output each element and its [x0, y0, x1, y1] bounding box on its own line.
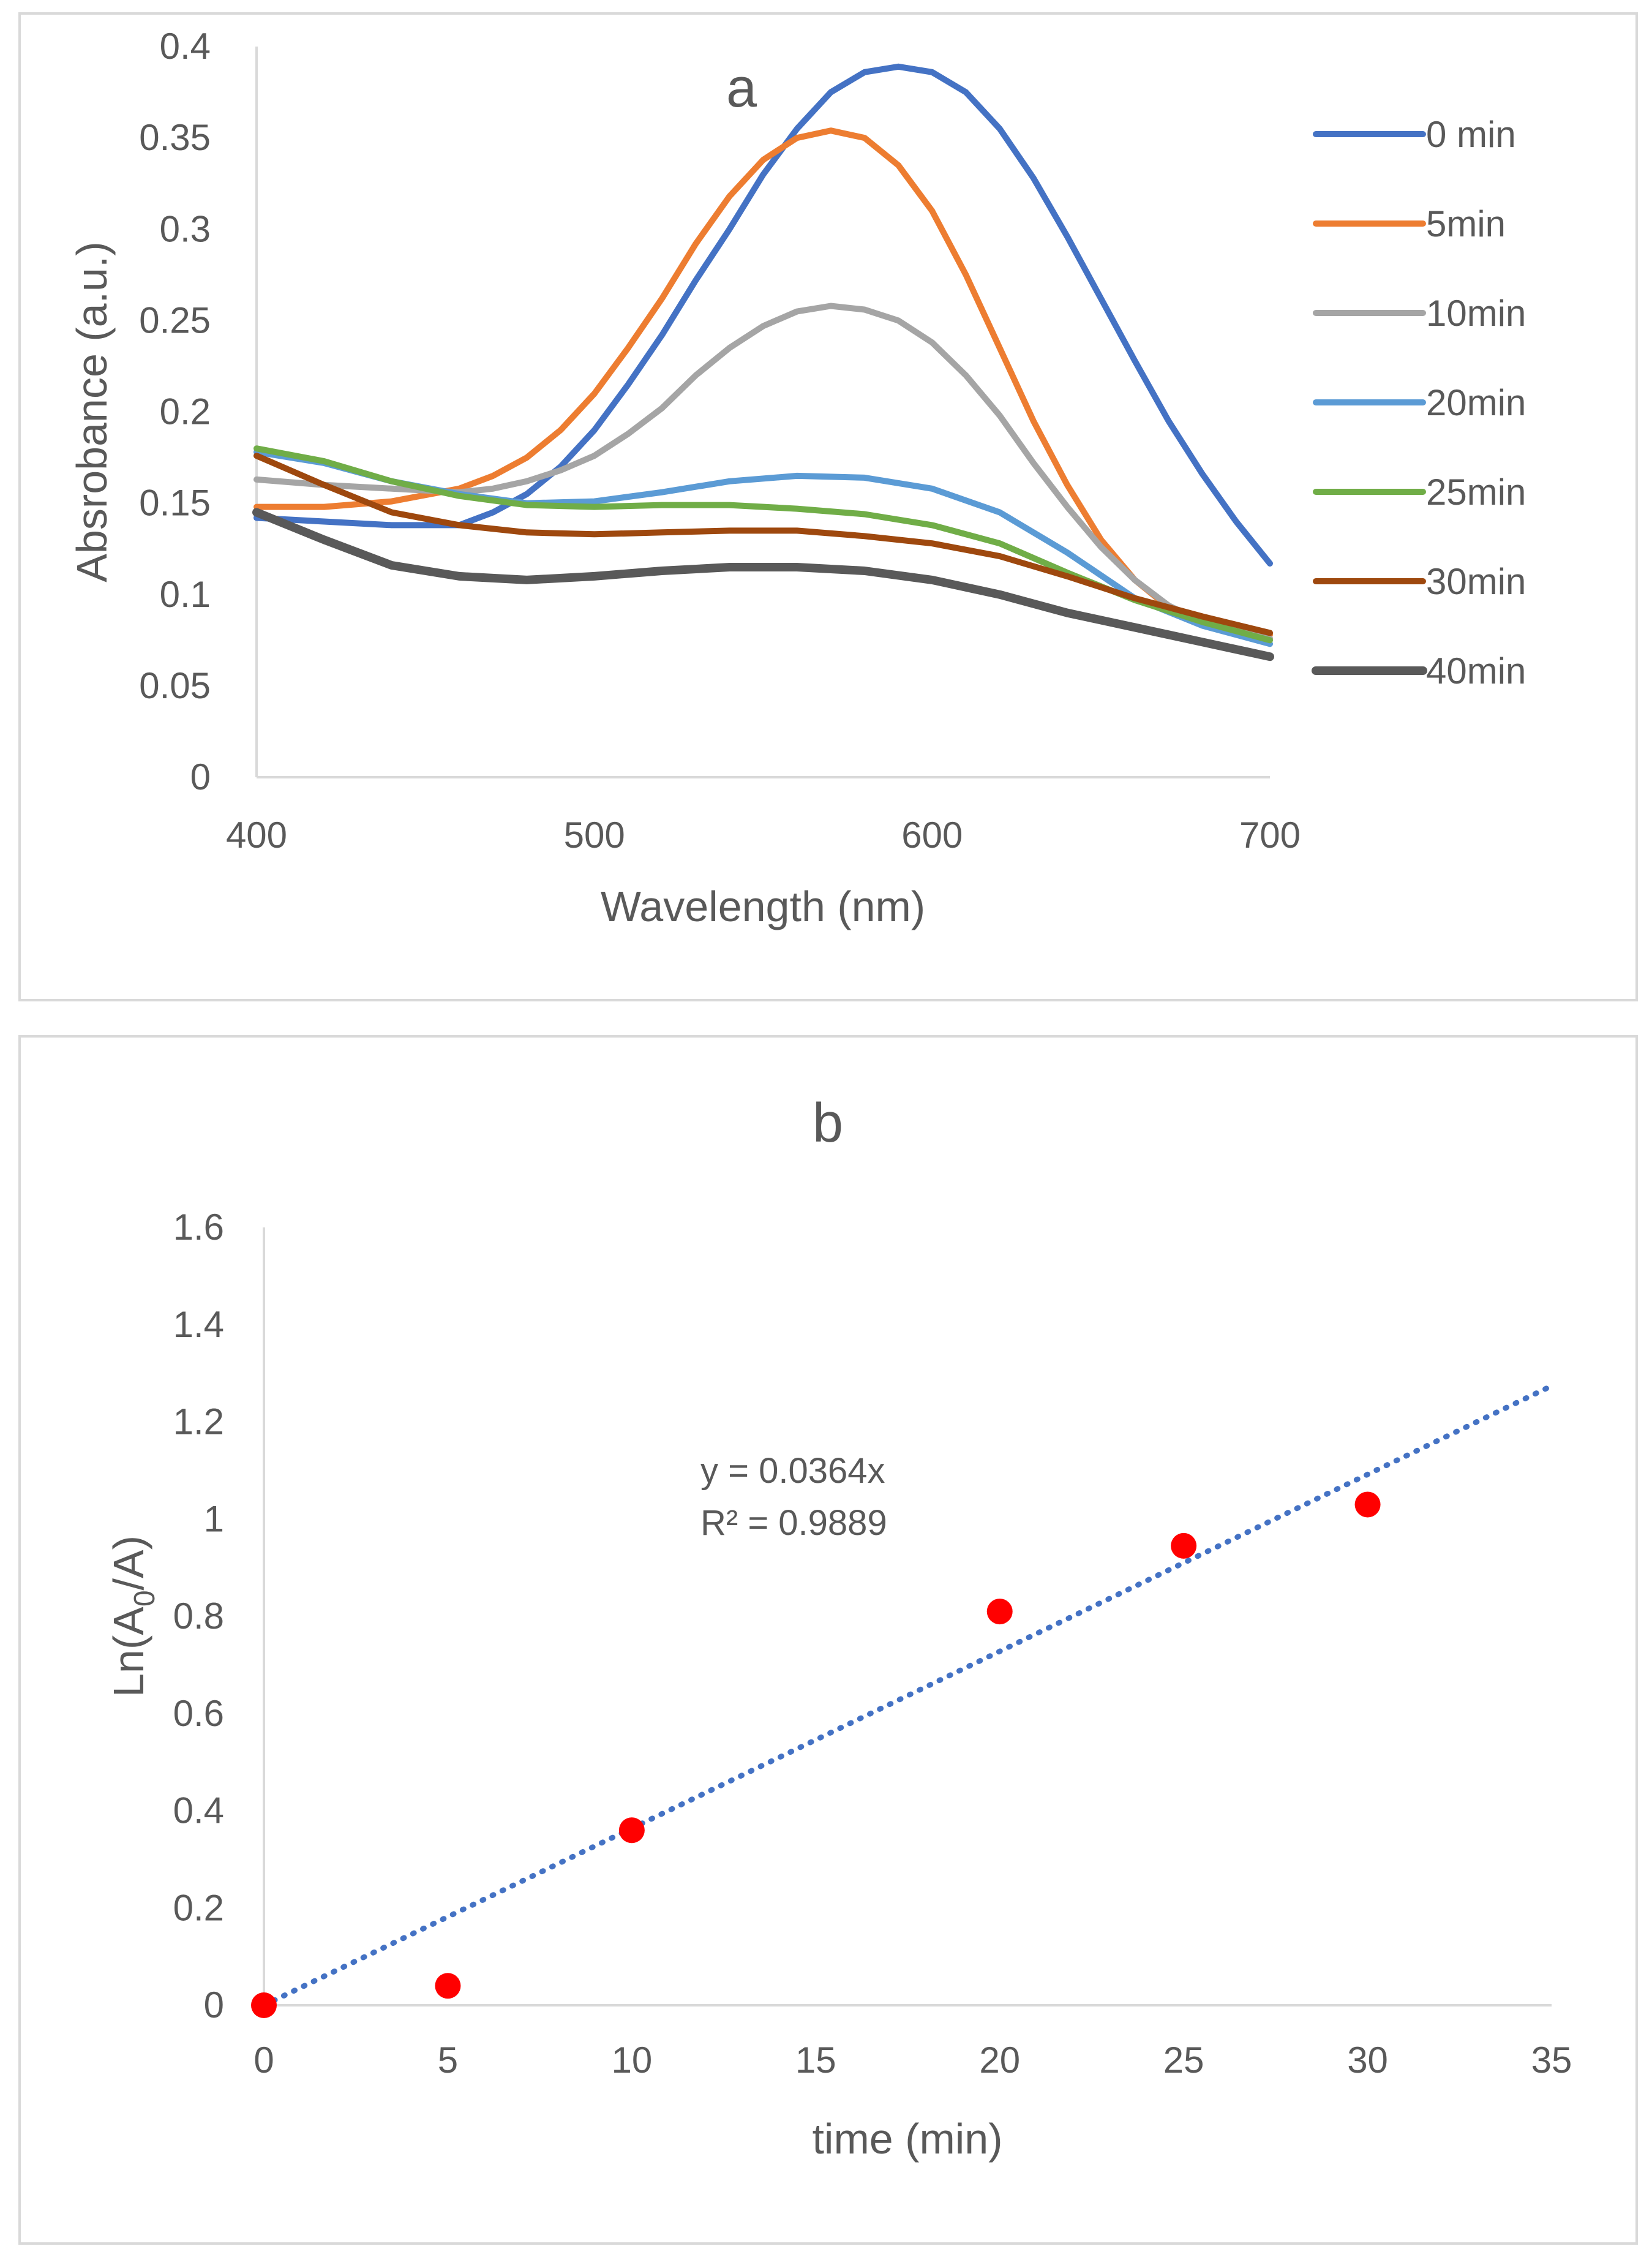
chart-title: a — [726, 58, 757, 119]
x-tick-label: 700 — [1239, 815, 1301, 856]
legend-label: 25min — [1426, 472, 1526, 513]
y-tick-label: 1.2 — [173, 1401, 224, 1442]
y-tick-label: 0.4 — [173, 1790, 224, 1831]
x-tick-label: 20 — [979, 2040, 1020, 2081]
y-tick-label: 0.8 — [173, 1596, 224, 1637]
data-point — [618, 1817, 645, 1844]
data-point — [986, 1599, 1013, 1625]
trendline — [261, 1383, 1555, 2008]
y-axis-title-subscript: 0 — [129, 1590, 161, 1607]
y-tick-label: 0.4 — [160, 26, 211, 67]
x-tick-label: 600 — [901, 815, 963, 856]
x-tick-label: 5 — [438, 2040, 458, 2081]
series-line — [253, 127, 1273, 638]
x-tick-label: 35 — [1531, 2040, 1572, 2081]
y-tick-label: 1.6 — [173, 1207, 224, 1248]
legend-label: 40min — [1426, 650, 1526, 691]
y-tick-label: 0.2 — [160, 391, 211, 432]
y-tick-label: 0.05 — [139, 665, 211, 706]
y-tick-label: 0 — [204, 1984, 224, 2025]
x-tick-label: 400 — [226, 815, 287, 856]
x-tick-label: 30 — [1347, 2040, 1388, 2081]
series-line — [252, 508, 1274, 661]
y-tick-label: 0.15 — [139, 483, 211, 524]
y-axis-title-prefix: Ln(A — [105, 1607, 152, 1697]
series-line — [253, 453, 1273, 636]
y-tick-label: 0.3 — [160, 208, 211, 249]
x-axis-title: Wavelength (nm) — [601, 883, 925, 930]
legend-label: 10min — [1426, 293, 1526, 334]
x-tick-label: 25 — [1163, 2040, 1204, 2081]
series-line — [253, 449, 1273, 647]
chart-a: 0 0.05 0.1 0.15 0.2 0.25 0.3 0.35 0.4 400 500 600 70… — [68, 26, 1526, 930]
chart-a-panel: 0 0.05 0.1 0.15 0.2 0.25 0.3 0.35 0.4 400 500 600 70… — [18, 12, 1638, 1001]
trendline-r-squared: R² = 0.9889 — [700, 1503, 887, 1543]
y-tick-label: 0.1 — [160, 574, 211, 615]
y-tick-label: 0.6 — [173, 1693, 224, 1734]
y-tick-label: 0.25 — [139, 300, 211, 341]
series-line — [253, 303, 1273, 642]
y-tick-label: 0 — [190, 756, 211, 797]
y-tick-label: 0.35 — [139, 117, 211, 158]
y-tick-label: 1.4 — [173, 1304, 224, 1345]
trendline-equation: y = 0.0364x — [700, 1451, 885, 1491]
legend-label: 5min — [1426, 203, 1506, 244]
legend-label: 0 min — [1426, 114, 1516, 155]
x-tick-label: 10 — [611, 2040, 652, 2081]
y-tick-label: 1 — [204, 1498, 224, 1539]
y-axis-title-suffix: /A) — [105, 1535, 152, 1590]
chart-b: 0 0.2 0.4 0.6 0.8 1 1.2 1.4 1.6 0 5 10 15 20 25 30 35 b ti… — [105, 1093, 1572, 2163]
x-tick-label: 0 — [253, 2040, 274, 2081]
legend-label: 30min — [1426, 561, 1526, 602]
data-point — [1171, 1532, 1197, 1559]
chart-title: b — [813, 1093, 843, 1154]
y-axis-title: Ln(A0/A) — [105, 1535, 161, 1697]
chart-b-panel: 0 0.2 0.4 0.6 0.8 1 1.2 1.4 1.6 0 5 10 15 20 25 30 35 b ti… — [18, 1035, 1638, 2245]
data-point — [1354, 1491, 1381, 1518]
x-tick-label: 500 — [564, 815, 625, 856]
data-point — [251, 1992, 277, 2018]
x-tick-label: 15 — [795, 2040, 836, 2081]
y-axis-title: Absrobance (a.u.) — [68, 241, 116, 582]
y-tick-label: 0.2 — [173, 1887, 224, 1928]
data-point — [435, 1973, 461, 1999]
legend-label: 20min — [1426, 382, 1526, 423]
x-axis-title: time (min) — [812, 2115, 1002, 2163]
